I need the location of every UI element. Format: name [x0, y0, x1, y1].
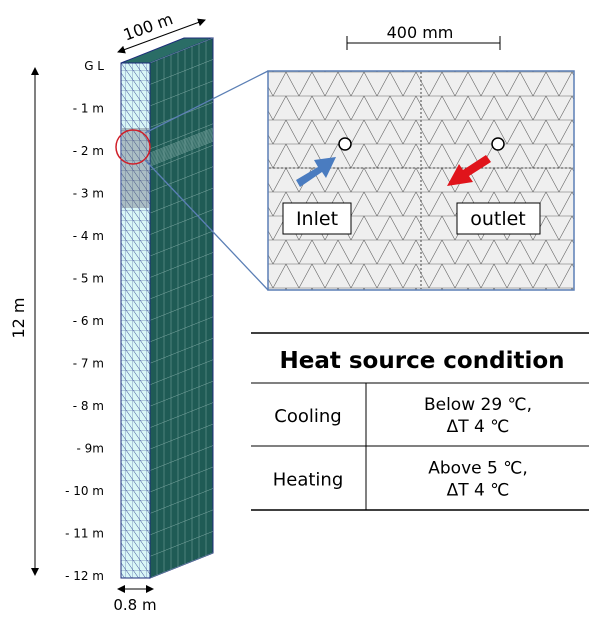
depth-label: - 5 m	[73, 272, 104, 286]
depth-label: - 4 m	[73, 229, 104, 243]
depth-label: - 6 m	[73, 314, 104, 328]
row-value: Above 5 ℃,	[428, 459, 527, 479]
depth-label: G L	[84, 59, 104, 73]
table-title: Heat source condition	[279, 348, 564, 374]
inlet-label: Inlet	[296, 208, 338, 230]
pipe	[339, 138, 351, 150]
row-value: Below 29 ℃,	[424, 395, 532, 415]
thickness-label: 0.8 m	[113, 596, 156, 614]
row-label: Cooling	[274, 406, 341, 427]
row-label: Heating	[273, 470, 344, 491]
depth-label: - 10 m	[65, 484, 104, 498]
spacing-label: 400 mm	[387, 23, 454, 42]
pipe	[492, 138, 504, 150]
depth-label: - 7 m	[73, 357, 104, 371]
depth-label: - 2 m	[73, 144, 104, 158]
depth-label: - 3 m	[73, 187, 104, 201]
height-label: 12 m	[9, 297, 28, 338]
depth-label: - 9m	[77, 442, 104, 456]
row-value: ΔT 4 ℃	[447, 417, 510, 437]
depth-label: - 11 m	[65, 527, 104, 541]
width-label: 100 m	[121, 9, 176, 44]
outlet-label: outlet	[470, 208, 526, 230]
depth-label: - 12 m	[65, 569, 104, 583]
diagram: 100 m 12 m 0.8 m G L - 1 m - 2 m - 3 m - 4 m…	[0, 0, 589, 615]
depth-labels: G L - 1 m - 2 m - 3 m - 4 m - 5 m - 6 m - 7 m - …	[65, 59, 104, 583]
row-value: ΔT 4 ℃	[447, 481, 510, 501]
depth-label: - 1 m	[73, 102, 104, 116]
dense-mesh	[122, 128, 149, 208]
depth-label: - 8 m	[73, 399, 104, 413]
